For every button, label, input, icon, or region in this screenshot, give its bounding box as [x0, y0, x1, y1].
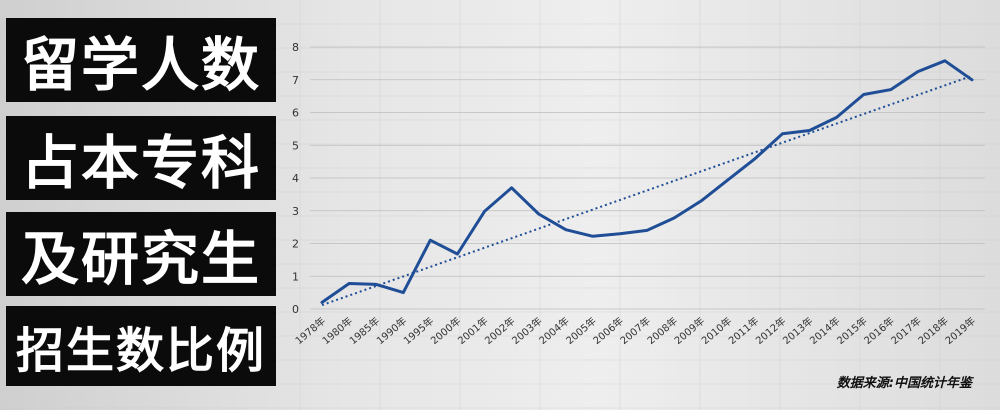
- y-tick-label: 6: [292, 107, 299, 120]
- trend-line: [321, 74, 973, 307]
- title-line-3: 及研究生: [6, 212, 276, 296]
- data-source-note: 数据来源:中国统计年鉴: [836, 376, 972, 391]
- y-tick-label: 0: [292, 303, 299, 316]
- title-line-1: 留学人数: [6, 18, 276, 102]
- y-tick-label: 8: [292, 41, 299, 54]
- x-tick-label: 2019年: [942, 314, 978, 347]
- y-tick-label: 3: [292, 205, 299, 218]
- y-tick-label: 7: [292, 74, 299, 87]
- y-tick-label: 4: [292, 172, 299, 185]
- series-line: [320, 59, 974, 304]
- title-line-4: 招生数比例: [6, 306, 276, 386]
- title-line-2: 占本专科: [6, 116, 276, 200]
- y-tick-label: 5: [292, 139, 299, 152]
- y-tick-label: 1: [292, 270, 299, 283]
- y-tick-label: 2: [292, 238, 299, 251]
